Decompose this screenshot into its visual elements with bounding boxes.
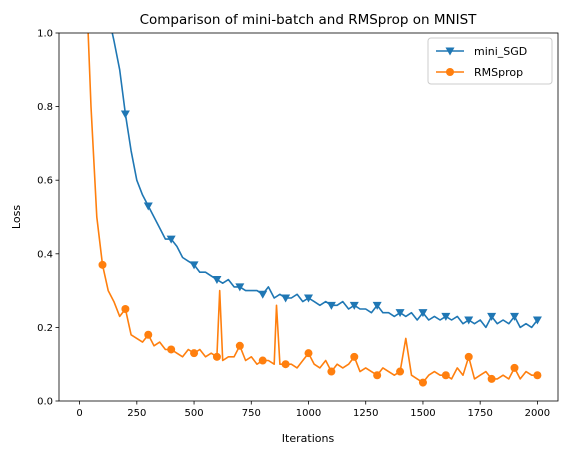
marker-rmsprop-800 xyxy=(258,356,267,365)
marker-mini-sgd-1800 xyxy=(487,312,497,321)
marker-rmsprop-700 xyxy=(235,341,244,350)
marker-mini-sgd-200 xyxy=(120,110,130,119)
marker-rmsprop-1100 xyxy=(327,367,336,376)
plot-area xyxy=(59,33,558,401)
marker-mini-sgd-800 xyxy=(258,290,268,299)
marker-rmsprop-1500 xyxy=(418,378,427,387)
marker-rmsprop-1200 xyxy=(350,352,359,361)
marker-mini-sgd-1700 xyxy=(464,316,474,325)
marker-rmsprop-300 xyxy=(144,330,153,339)
marker-rmsprop-500 xyxy=(190,349,199,358)
legend-label-mini-sgd: mini_SGD xyxy=(474,45,527,58)
y-tick-label-0.6: 0.6 xyxy=(37,176,53,187)
y-tick-label-0.2: 0.2 xyxy=(37,323,53,334)
marker-rmsprop-1700 xyxy=(464,352,473,361)
marker-mini-sgd-1300 xyxy=(372,301,382,310)
legend-marker-rmsprop xyxy=(446,68,454,76)
legend: mini_SGD RMSprop xyxy=(427,37,553,85)
marker-rmsprop-2000 xyxy=(533,371,542,380)
marker-mini-sgd-1000 xyxy=(304,294,313,303)
marker-rmsprop-900 xyxy=(281,360,290,369)
marker-mini-sgd-400 xyxy=(166,235,176,244)
marker-rmsprop-400 xyxy=(167,345,176,354)
marker-mini-sgd-600 xyxy=(212,276,222,285)
marker-rmsprop-200 xyxy=(121,305,130,313)
x-axis: 0 250 500 750 1000 1250 1500 1750 2000 xyxy=(76,401,550,419)
series-layer xyxy=(87,33,542,387)
marker-mini-sgd-1100 xyxy=(326,301,336,310)
marker-mini-sgd-2000 xyxy=(532,316,542,325)
marker-mini-sgd-1400 xyxy=(395,309,405,318)
marker-mini-sgd-1200 xyxy=(349,301,359,310)
marker-rmsprop-600 xyxy=(212,352,221,361)
marker-rmsprop-1600 xyxy=(441,371,450,380)
legend-label-rmsprop: RMSprop xyxy=(474,66,523,79)
x-tick-label-1750: 1750 xyxy=(467,408,492,419)
y-tick-label-0.8: 0.8 xyxy=(37,102,53,113)
y-tick-label-0.4: 0.4 xyxy=(37,249,53,260)
marker-mini-sgd-900 xyxy=(281,294,291,303)
y-axis-label: Loss xyxy=(10,205,23,229)
x-tick-label-1500: 1500 xyxy=(410,408,435,419)
marker-rmsprop-1300 xyxy=(373,371,382,380)
marker-mini-sgd-500 xyxy=(189,261,199,270)
y-axis: 0.0 0.2 0.4 0.6 0.8 1.0 xyxy=(37,29,59,408)
marker-rmsprop-1400 xyxy=(396,367,405,376)
x-tick-label-500: 500 xyxy=(185,408,204,419)
marker-rmsprop-1000 xyxy=(304,349,313,358)
x-tick-label-1250: 1250 xyxy=(353,408,378,419)
series-line-rmsprop xyxy=(87,33,538,384)
x-tick-label-250: 250 xyxy=(127,408,146,419)
marker-rmsprop-100 xyxy=(98,260,107,269)
x-tick-label-1000: 1000 xyxy=(296,408,321,419)
marker-mini-sgd-300 xyxy=(143,202,153,211)
y-tick-label-0.0: 0.0 xyxy=(37,397,53,408)
marker-mini-sgd-1900 xyxy=(510,312,520,321)
x-axis-label: Iterations xyxy=(282,432,335,445)
x-tick-label-2000: 2000 xyxy=(525,408,550,419)
marker-rmsprop-1800 xyxy=(487,374,496,383)
legend-marker-mini-sgd xyxy=(445,47,455,56)
marker-mini-sgd-700 xyxy=(235,283,245,292)
y-tick-label-1.0: 1.0 xyxy=(37,29,53,40)
x-tick-label-750: 750 xyxy=(242,408,261,419)
marker-mini-sgd-1500 xyxy=(418,309,428,318)
chart-title: Comparison of mini-batch and RMSprop on … xyxy=(140,12,478,28)
x-tick-label-0: 0 xyxy=(76,408,82,419)
marker-rmsprop-1900 xyxy=(510,363,519,372)
marker-mini-sgd-1600 xyxy=(441,312,451,321)
